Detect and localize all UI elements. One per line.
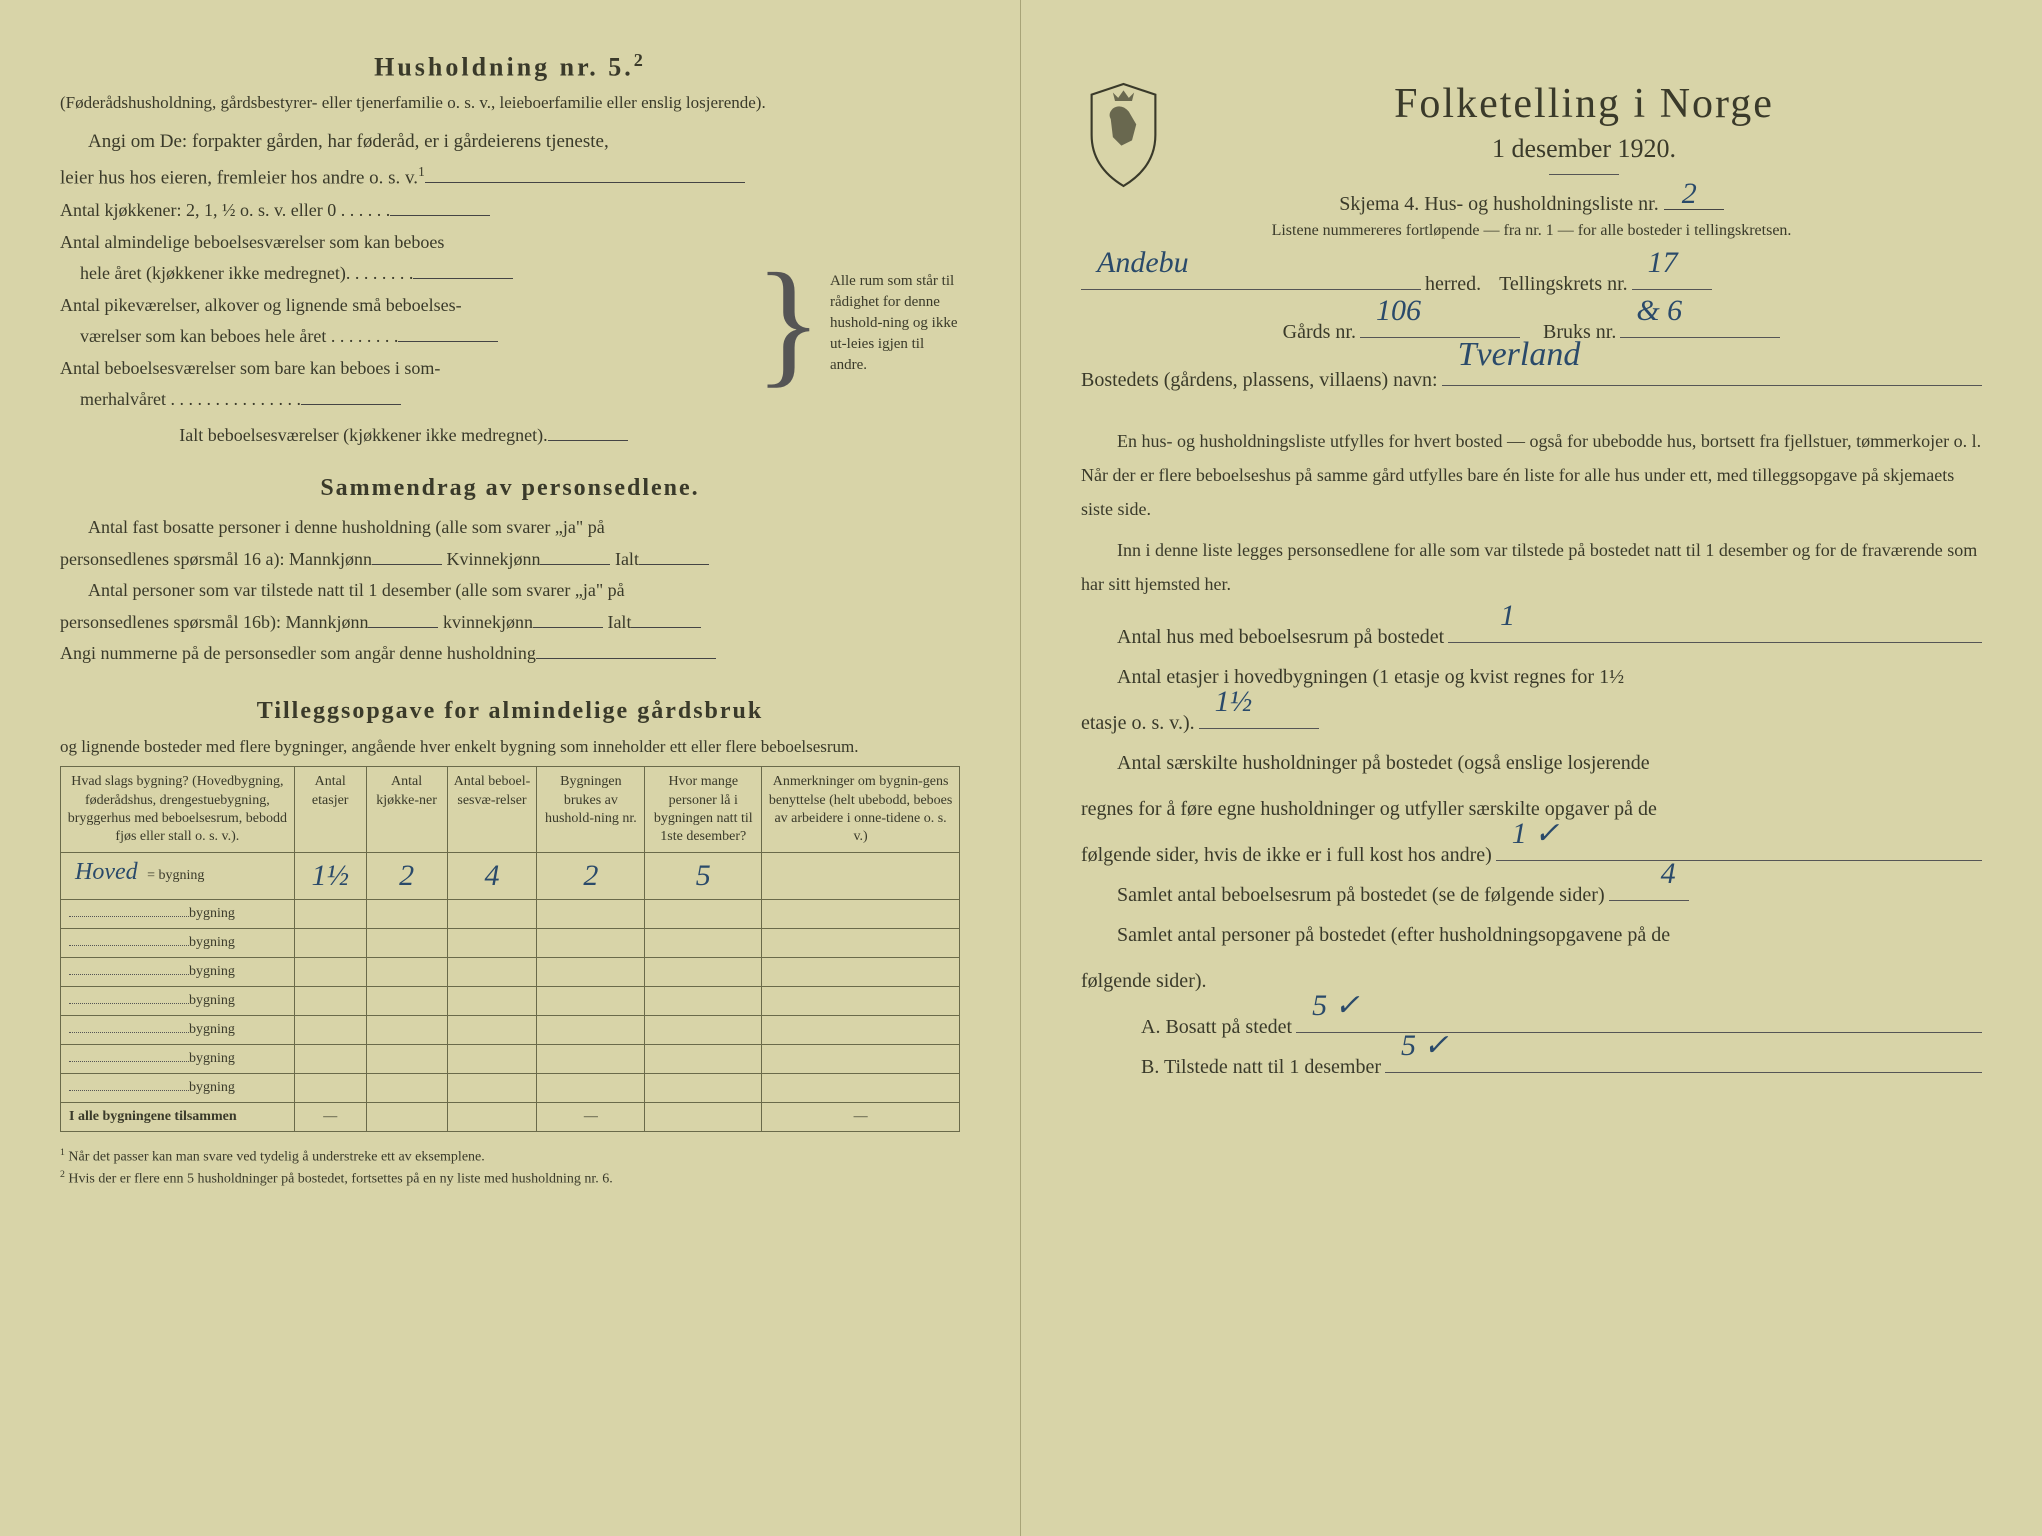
table-row: bygning [61,1074,960,1103]
heading-subtitle: (Føderådshusholdning, gårdsbestyrer- ell… [60,91,960,115]
rooms-line3b: værelser som kan beboes hele året . . . … [60,321,747,353]
right-page: Folketelling i Norge 1 desember 1920. Sk… [1021,0,2042,1536]
left-page: Husholdning nr. 5.2 (Føderådshusholdning… [0,0,1021,1536]
instructions-p2: Inn i denne liste legges personsedlene f… [1081,533,1982,601]
table-footer-label: I alle bygningene tilsammen [61,1103,295,1132]
gards-val: 106 [1370,281,1427,341]
q3-line1: Antal særskilte husholdninger på bostede… [1081,743,1982,783]
footnotes: 1 Når det passer kan man svare ved tydel… [60,1146,960,1189]
row1-v5 [762,853,960,900]
footnote-1: Når det passer kan man svare ved tydelig… [68,1150,484,1165]
instructions-p1: En hus- og husholdningsliste utfylles fo… [1081,424,1982,527]
q5-line2: følgende sider). [1081,961,1982,1001]
row1-prefix: Hoved [69,859,144,885]
th-household: Bygningen brukes av hushold-ning nr. [537,767,645,853]
heading-sup: 2 [634,50,646,70]
table-row: Hoved = bygning 1½ 2 4 2 5 [61,853,960,900]
th-remarks: Anmerkninger om bygnin-gens benyttelse (… [762,767,960,853]
qB-val: 5 ✓ [1395,1016,1455,1076]
herred-val: Andebu [1091,233,1195,293]
table-footer-row: I alle bygningene tilsammen ——— [61,1103,960,1132]
brace-note: Alle rum som står til rådighet for denne… [830,271,960,376]
qA-val: 5 ✓ [1306,976,1366,1036]
skjema-val: 2 [1676,177,1703,211]
q4-val: 4 [1619,844,1682,904]
building-table: Hvad slags bygning? (Hovedbygning, føder… [60,766,960,1132]
table-row: bygning [61,929,960,958]
angi-line1: Angi om De: forpakter gården, har føderå… [60,131,609,152]
heading-text: Husholdning nr. 5. [374,53,634,82]
bosted-row: Bostedets (gårdens, plassens, villaens) … [1081,360,1982,400]
q1-val: 1 [1458,586,1521,646]
tillegg-heading: Tilleggsopgave for almindelige gårdsbruk [60,698,960,725]
th-persons: Hvor mange personer lå i bygningen natt … [645,767,762,853]
table-header-row: Hvad slags bygning? (Hovedbygning, føder… [61,767,960,853]
angi-sup: 1 [418,164,425,179]
q2-val: 1½ [1209,672,1259,732]
brace-glyph: } [755,260,822,386]
sammendrag-heading: Sammendrag av personsedlene. [60,475,960,502]
angi-paragraph: Angi om De: forpakter gården, har føderå… [60,124,960,195]
table-row: bygning [61,900,960,929]
q3-val: 1 ✓ [1506,804,1566,864]
sammendrag-body: Antal fast bosatte personer i denne hush… [60,512,960,670]
herred-row: Andebu herred. Tellingskrets nr. 17 [1081,264,1982,304]
angi-line2: leier hus hos eieren, fremleier hos andr… [60,167,418,188]
skjema-note: Listene nummereres fortløpende — fra nr.… [1081,222,1982,240]
q2-row: etasje o. s. v.). 1½ [1081,703,1982,743]
row1-v2: 4 [478,859,505,892]
th-floors: Antal etasjer [294,767,366,853]
title-rule [1549,174,1619,175]
bruks-val: & 6 [1630,281,1688,341]
kitchen-line: Antal kjøkkener: 2, 1, ½ o. s. v. eller … [60,195,747,227]
q1-row: Antal hus med beboelsesrum på bostedet 1 [1081,617,1982,657]
table-row: bygning [61,958,960,987]
footnote-2: Hvis der er flere enn 5 husholdninger på… [68,1171,612,1186]
row1-v0: 1½ [305,859,355,892]
th-kitchens: Antal kjøkke-ner [366,767,447,853]
q3-row: følgende sider, hvis de ikke er i full k… [1081,835,1982,875]
rooms-line2a: Antal almindelige beboelsesværelser som … [60,227,747,259]
q4-row: Samlet antal beboelsesrum på bostedet (s… [1081,875,1982,915]
table-row: bygning [61,1045,960,1074]
rooms-sum: Ialt beboelsesværelser (kjøkkener ikke m… [60,420,747,452]
qB-row: B. Tilstede natt til 1 desember 5 ✓ [1081,1047,1982,1087]
skjema-line: Skjema 4. Hus- og husholdningsliste nr. … [1081,193,1982,216]
tillegg-subtitle: og lignende bosteder med flere bygninger… [60,735,960,759]
th-type: Hvad slags bygning? (Hovedbygning, føder… [61,767,295,853]
rooms-line3a: Antal pikeværelser, alkover og lignende … [60,290,747,322]
title-row: Folketelling i Norge 1 desember 1920. [1081,80,1982,193]
form-fields: Andebu herred. Tellingskrets nr. 17 Gård… [1081,264,1982,1087]
rooms-line4a: Antal beboelsesværelser som bare kan beb… [60,353,747,385]
qA-row: A. Bosatt på stedet 5 ✓ [1081,1007,1982,1047]
row1-v4: 5 [690,859,717,892]
q5-line1: Samlet antal personer på bostedet (efter… [1081,915,1982,955]
rooms-brace-group: Antal kjøkkener: 2, 1, ½ o. s. v. eller … [60,195,960,451]
coat-of-arms-icon [1081,80,1166,190]
rooms-line2b: hele året (kjøkkener ikke medregnet). . … [60,258,747,290]
row1-v1: 2 [393,859,420,892]
bosted-val: Tverland [1452,321,1587,389]
row1-v3: 2 [577,859,604,892]
household-heading: Husholdning nr. 5.2 [60,50,960,83]
rooms-line4b: merhalvåret . . . . . . . . . . . . . . … [60,384,747,416]
th-rooms: Antal beboel-sesvæ-relser [447,767,537,853]
table-row: bygning [61,987,960,1016]
main-date: 1 desember 1920. [1186,134,1982,164]
table-row: bygning [61,1016,960,1045]
main-title: Folketelling i Norge [1186,80,1982,128]
